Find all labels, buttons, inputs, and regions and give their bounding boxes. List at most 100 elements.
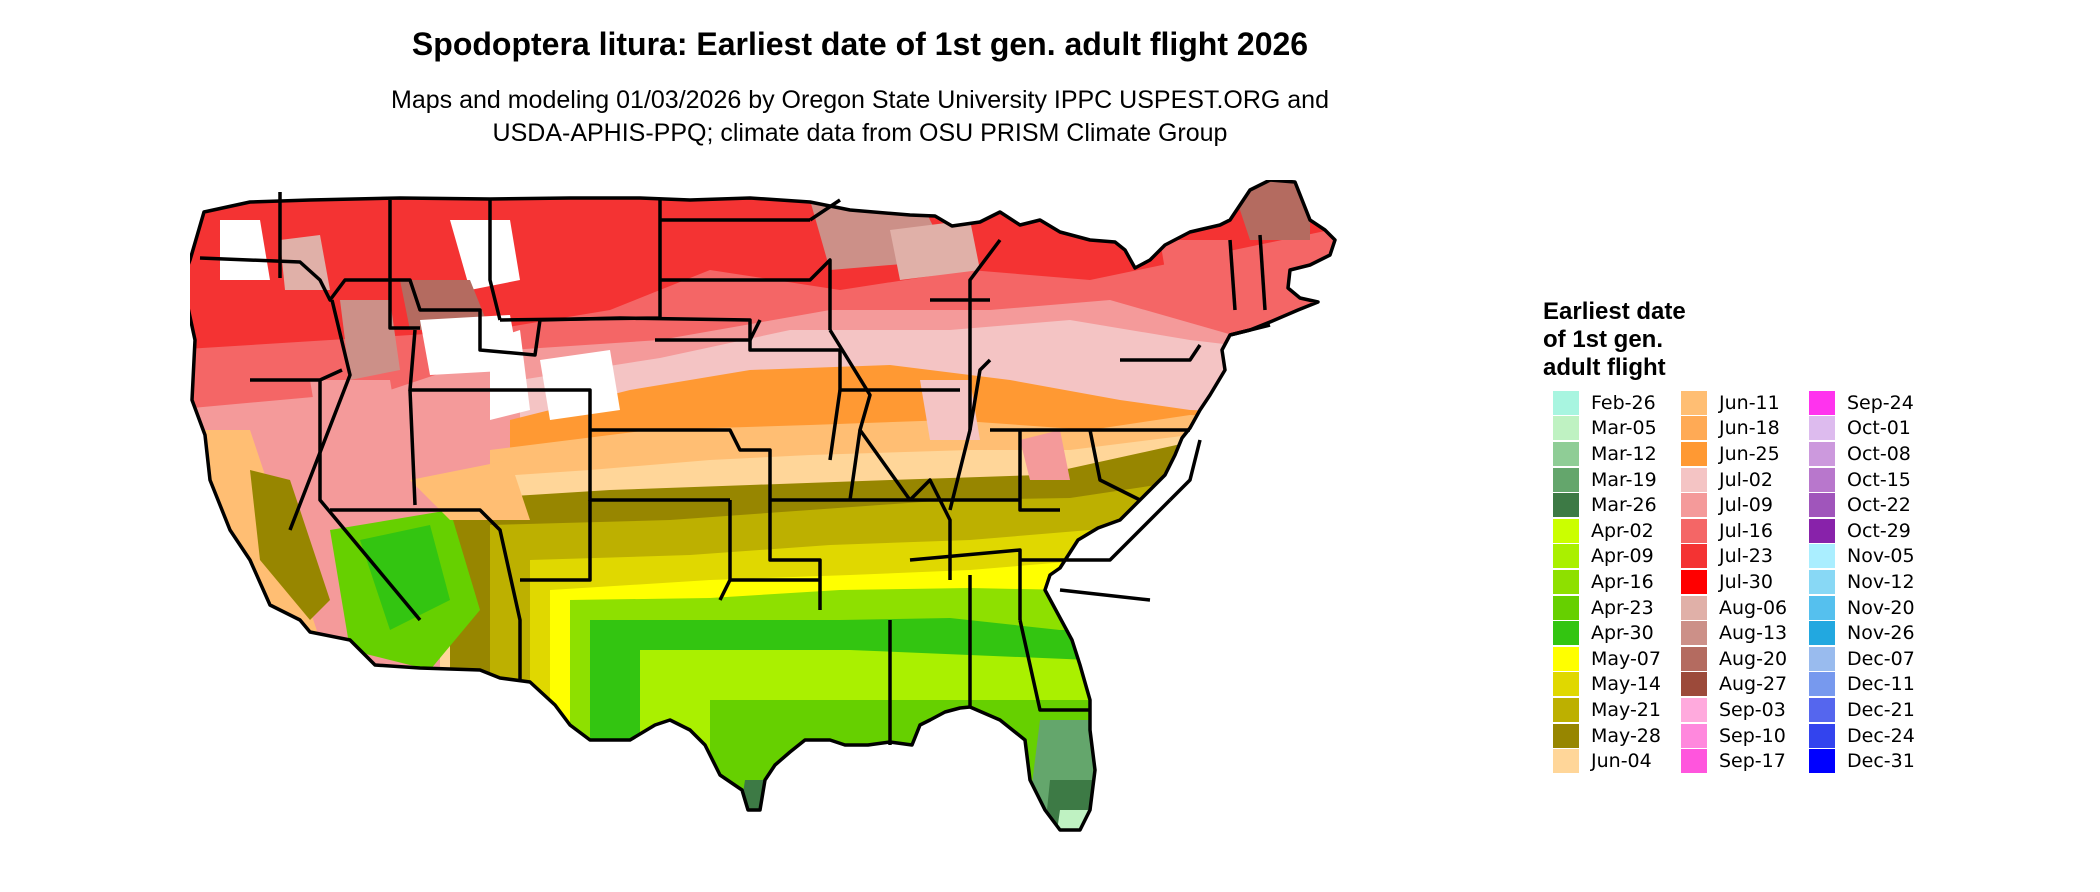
legend-swatch [1553, 723, 1579, 748]
legend-item: Sep-17 [1681, 748, 1787, 774]
legend-item: Jul-09 [1681, 492, 1787, 518]
legend-item: Aug-13 [1681, 620, 1787, 646]
legend-label: Jun-18 [1719, 417, 1780, 440]
legend-swatch [1553, 697, 1579, 722]
legend-item: Dec-11 [1809, 672, 1915, 698]
legend-label: Jul-02 [1719, 468, 1773, 491]
legend-item: Apr-23 [1553, 595, 1661, 621]
legend-swatch [1809, 569, 1835, 594]
legend-swatch [1809, 467, 1835, 492]
legend-item: Dec-31 [1809, 748, 1915, 774]
legend-swatch [1809, 646, 1835, 671]
legend-swatch [1809, 518, 1835, 543]
legend-item: Aug-27 [1681, 672, 1787, 698]
subtitle-line-2: USDA-APHIS-PPQ; climate data from OSU PR… [492, 119, 1228, 147]
legend-item: Jul-23 [1681, 544, 1787, 570]
legend-swatch [1553, 467, 1579, 492]
legend-item: May-21 [1553, 697, 1661, 723]
legend-swatch [1681, 416, 1707, 441]
legend-swatch [1809, 416, 1835, 441]
legend-label: Sep-03 [1719, 698, 1786, 721]
legend-item: Aug-20 [1681, 646, 1787, 672]
legend-swatch [1681, 646, 1707, 671]
legend-label: Dec-31 [1847, 750, 1915, 773]
legend-item: Oct-29 [1809, 518, 1915, 544]
legend-label: Mar-26 [1591, 494, 1657, 517]
us-degree-day-map [190, 180, 1337, 832]
legend-swatch [1553, 390, 1579, 415]
legend-item: Aug-06 [1681, 595, 1787, 621]
legend-item: May-07 [1553, 646, 1661, 672]
legend-label: Oct-01 [1847, 417, 1911, 440]
legend-label: Nov-20 [1847, 596, 1915, 619]
legend-swatch [1553, 672, 1579, 697]
legend-label: Apr-02 [1591, 519, 1654, 542]
legend-swatch [1681, 441, 1707, 466]
legend-swatch [1681, 672, 1707, 697]
legend-item: Mar-05 [1553, 416, 1661, 442]
legend-swatch [1681, 544, 1707, 569]
legend-item: Oct-15 [1809, 467, 1915, 493]
legend-label: May-21 [1591, 698, 1661, 721]
legend-swatch [1681, 390, 1707, 415]
legend-label: Oct-29 [1847, 519, 1911, 542]
legend-label: Apr-23 [1591, 596, 1654, 619]
legend-swatch [1553, 493, 1579, 518]
legend-label: Jul-23 [1719, 545, 1773, 568]
legend-item: Nov-20 [1809, 595, 1915, 621]
legend-label: Nov-12 [1847, 570, 1915, 593]
legend-swatch [1681, 723, 1707, 748]
legend-label: Dec-07 [1847, 647, 1915, 670]
legend-swatch [1553, 416, 1579, 441]
legend-label: Jun-04 [1591, 750, 1652, 773]
legend-label: May-28 [1591, 724, 1661, 747]
legend-item: Jun-11 [1681, 390, 1787, 416]
legend-label: Sep-17 [1719, 750, 1786, 773]
legend-label: Dec-11 [1847, 673, 1915, 696]
legend-label: Jul-09 [1719, 494, 1773, 517]
legend-item: Mar-26 [1553, 492, 1661, 518]
legend-swatch [1681, 621, 1707, 646]
legend-swatch [1809, 672, 1835, 697]
legend-swatch [1809, 441, 1835, 466]
legend-label: Dec-21 [1847, 698, 1915, 721]
legend-item: Dec-21 [1809, 697, 1915, 723]
legend-item: Sep-03 [1681, 697, 1787, 723]
legend-swatch [1681, 493, 1707, 518]
map-subtitle: Maps and modeling 01/03/2026 by Oregon S… [0, 84, 1720, 150]
legend-item: Oct-08 [1809, 441, 1915, 467]
legend-title-line-2: of 1st gen. [1543, 326, 1664, 353]
legend-swatch [1809, 544, 1835, 569]
legend-swatch [1809, 749, 1835, 774]
legend-title-line-3: adult flight [1543, 354, 1666, 381]
legend-item: Dec-24 [1809, 723, 1915, 749]
legend-column-1: Feb-26 Mar-05 Mar-12 Mar-19 Mar-26 Apr-02 Apr-… [1553, 390, 1661, 774]
legend-label: Jul-16 [1719, 519, 1773, 542]
legend-label: May-14 [1591, 673, 1661, 696]
legend-label: May-07 [1591, 647, 1661, 670]
legend-label: Aug-20 [1719, 647, 1788, 670]
legend-item: Dec-07 [1809, 646, 1915, 672]
legend-label: Aug-27 [1719, 673, 1788, 696]
legend-item: Jul-30 [1681, 569, 1787, 595]
legend-item: Feb-26 [1553, 390, 1661, 416]
legend-swatch [1553, 621, 1579, 646]
legend-label: Jul-30 [1719, 570, 1773, 593]
legend-swatch [1553, 749, 1579, 774]
legend-label: Nov-05 [1847, 545, 1915, 568]
legend-label: Apr-16 [1591, 570, 1654, 593]
legend-label: Oct-22 [1847, 494, 1911, 517]
legend-label: Dec-24 [1847, 724, 1915, 747]
legend-swatch [1553, 441, 1579, 466]
legend-label: Nov-26 [1847, 622, 1915, 645]
legend-item: Jun-18 [1681, 416, 1787, 442]
legend-swatch [1553, 595, 1579, 620]
legend-swatch [1681, 467, 1707, 492]
legend-item: Mar-19 [1553, 467, 1661, 493]
legend-label: Apr-09 [1591, 545, 1654, 568]
legend-swatch [1809, 595, 1835, 620]
legend-swatch [1681, 518, 1707, 543]
legend-swatch [1553, 646, 1579, 671]
legend-label: Oct-08 [1847, 442, 1911, 465]
legend-item: Nov-12 [1809, 569, 1915, 595]
